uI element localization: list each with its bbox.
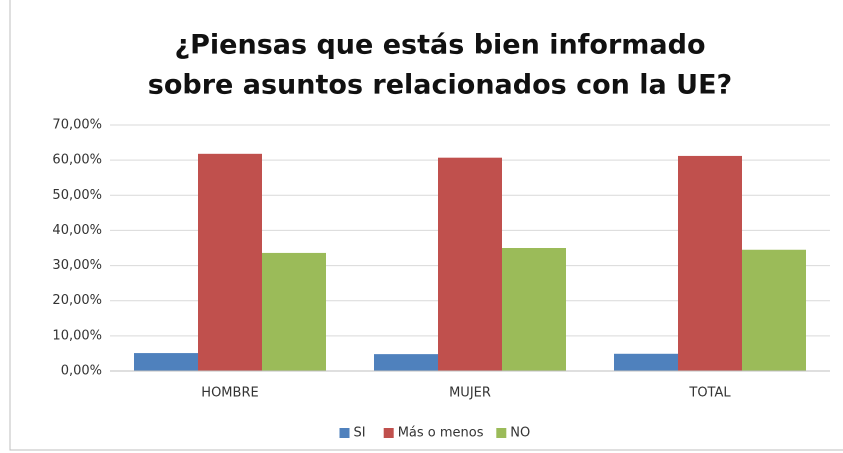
legend-label: NO [510, 426, 530, 441]
chart-frame [9, 0, 843, 451]
y-tick-label: 40,00% [52, 223, 102, 238]
legend-label: SI [354, 426, 366, 441]
y-tick-label: 0,00% [61, 364, 102, 379]
bar [374, 354, 438, 371]
x-tick-label: MUJER [449, 386, 491, 401]
bar [678, 155, 742, 371]
x-tick-label: TOTAL [688, 386, 731, 401]
chart-title: ¿Piensas que estás bien informado [174, 30, 705, 61]
y-tick-label: 30,00% [52, 258, 102, 273]
y-tick-label: 50,00% [52, 188, 102, 203]
bar [614, 353, 678, 371]
y-tick-label: 60,00% [52, 153, 102, 168]
bar [742, 249, 806, 371]
bar [262, 252, 326, 371]
legend-swatch [383, 428, 394, 438]
x-tick-label: HOMBRE [201, 386, 258, 401]
y-tick-label: 20,00% [52, 293, 102, 308]
bar [134, 353, 198, 371]
y-tick-label: 70,00% [52, 118, 102, 133]
bar [438, 157, 502, 371]
bar [198, 153, 262, 371]
chart-title: sobre asuntos relacionados con la UE? [148, 70, 732, 101]
legend-swatch [496, 428, 507, 438]
legend-swatch [339, 428, 350, 438]
y-tick-label: 10,00% [52, 328, 102, 343]
legend-label: Más o menos [398, 426, 484, 441]
bar [502, 248, 566, 371]
